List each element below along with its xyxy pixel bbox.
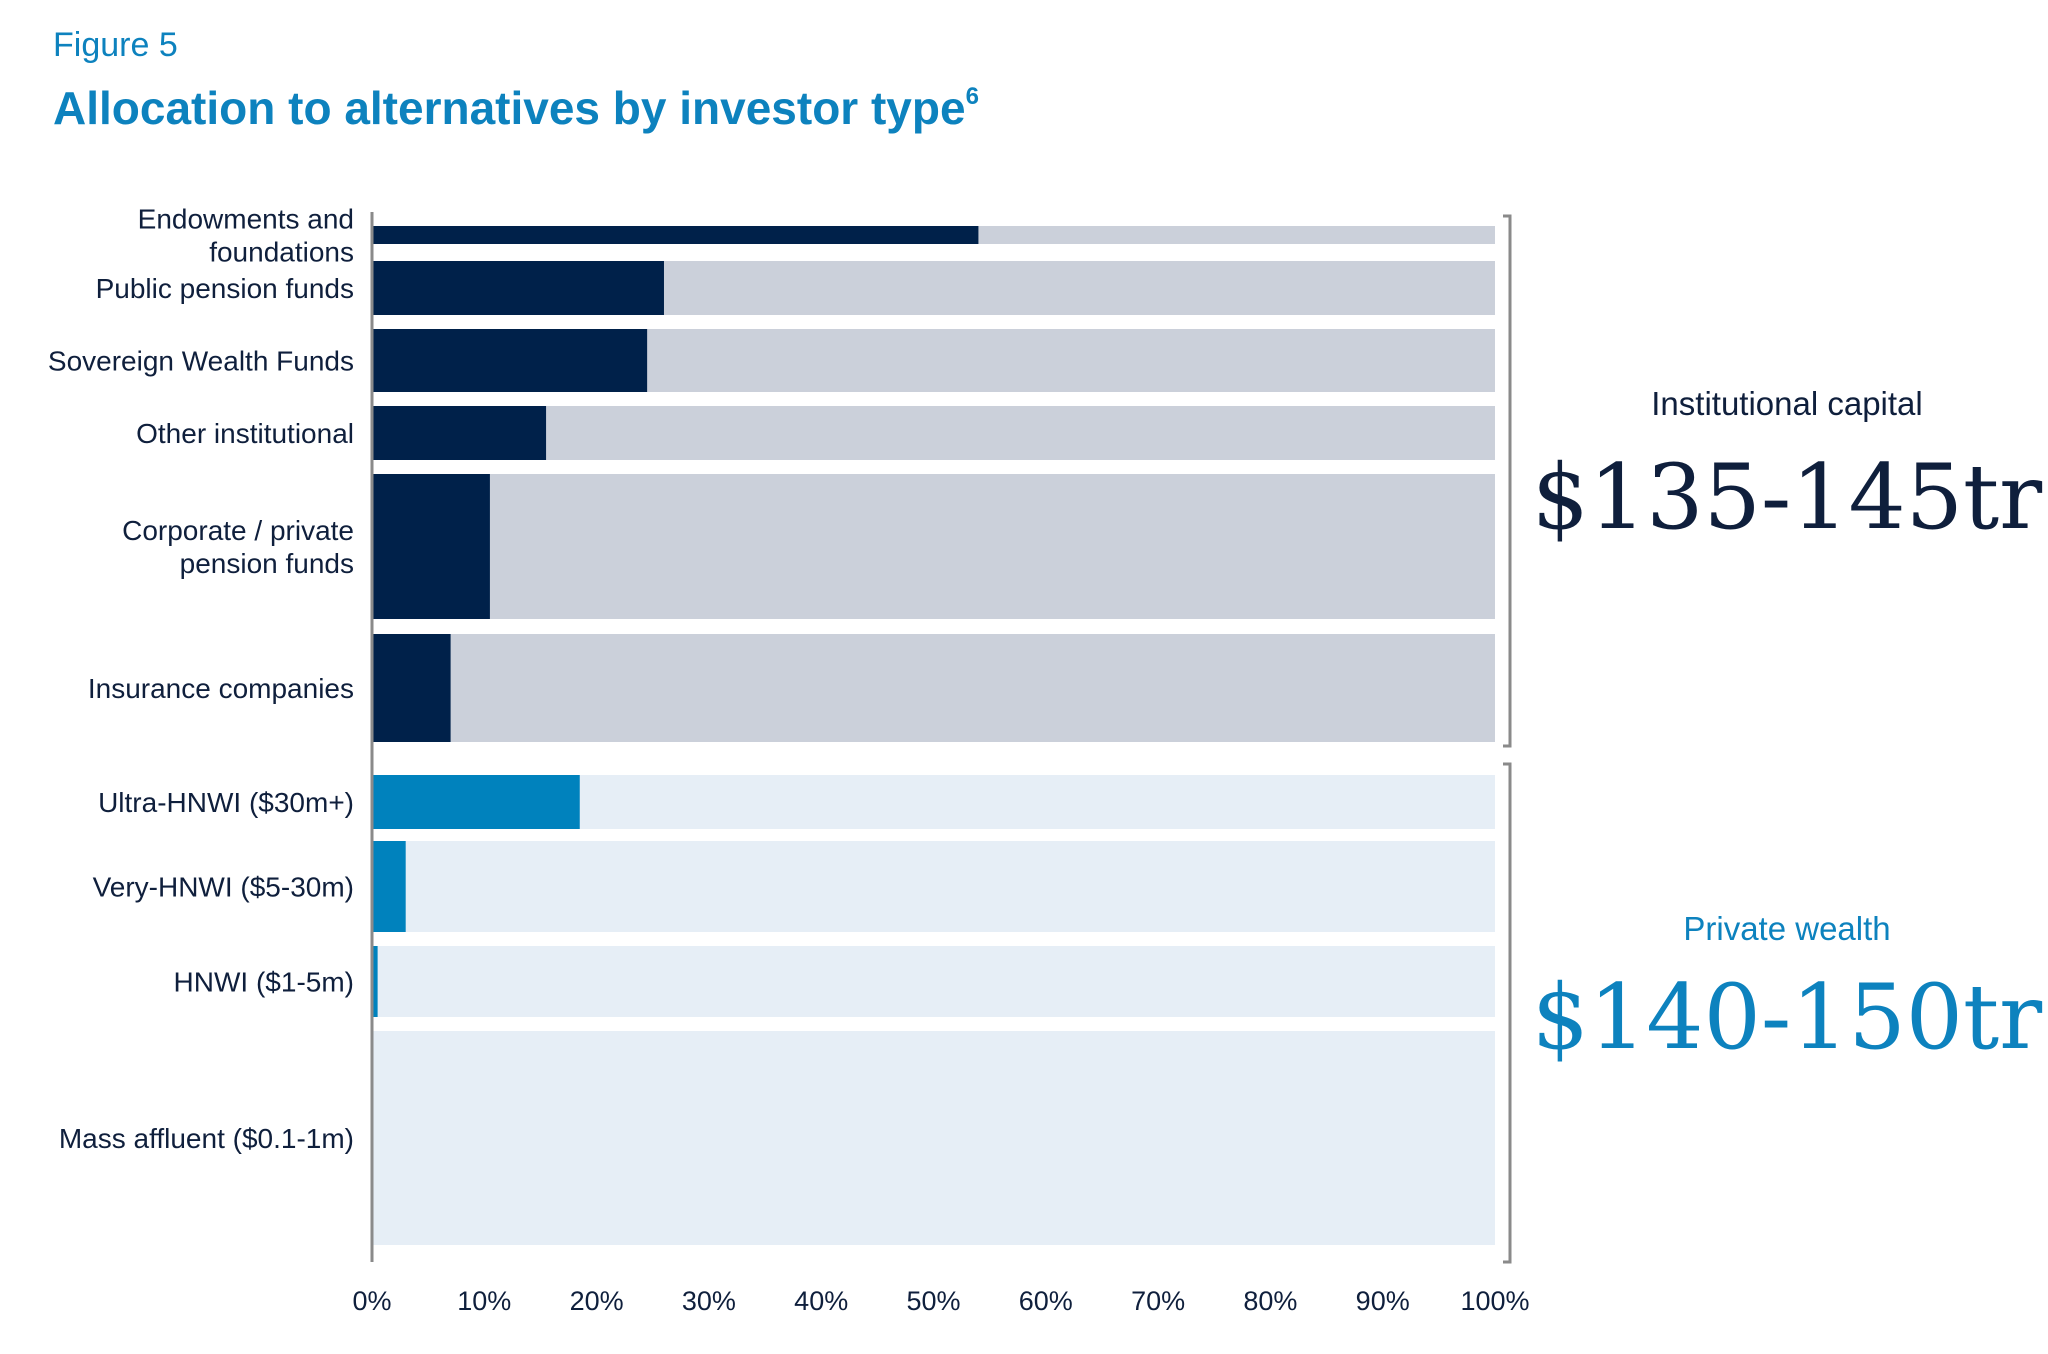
category-label: Other institutional: [136, 418, 354, 449]
category-label: foundations: [209, 237, 354, 268]
bar-background: [372, 1031, 1495, 1245]
x-tick-label: 10%: [457, 1286, 511, 1316]
x-tick-label: 90%: [1356, 1286, 1410, 1316]
group-bracket: [1503, 762, 1512, 1264]
x-tick-label: 80%: [1243, 1286, 1297, 1316]
chart-title-superscript: 6: [966, 83, 979, 110]
bar-alternatives: [372, 634, 451, 742]
category-label: Insurance companies: [88, 673, 354, 704]
group-label: Institutional capital: [1651, 385, 1923, 422]
bars-layer: [372, 226, 1495, 1245]
group-bracket: [1503, 214, 1512, 748]
x-tick-label: 20%: [570, 1286, 624, 1316]
figure-label: Figure 5: [53, 26, 178, 64]
bar-alternatives: [372, 775, 580, 829]
category-label: Public pension funds: [96, 273, 354, 304]
group-label: Private wealth: [1683, 910, 1890, 947]
chart-title-text: Allocation to alternatives by investor t…: [53, 82, 966, 134]
bar-alternatives: [372, 406, 547, 460]
category-label: Ultra-HNWI ($30m+): [98, 787, 354, 818]
bar-alternatives: [372, 226, 979, 244]
x-tick-label: 50%: [906, 1286, 960, 1316]
category-label: HNWI ($1-5m): [174, 967, 354, 998]
chart-title: Allocation to alternatives by investor t…: [53, 82, 979, 134]
bar-alternatives: [372, 474, 490, 619]
category-label: Sovereign Wealth Funds: [48, 346, 354, 377]
x-tick-label: 70%: [1131, 1286, 1185, 1316]
bar-alternatives: [372, 329, 648, 392]
x-tick-label: 60%: [1019, 1286, 1073, 1316]
x-tick-label: 30%: [682, 1286, 736, 1316]
x-tick-label: 0%: [352, 1286, 391, 1316]
group-value: $140-150tr: [1532, 965, 2043, 1070]
bar-alternatives: [372, 841, 406, 932]
x-tick-label: 40%: [794, 1286, 848, 1316]
category-label: Very-HNWI ($5-30m): [93, 872, 354, 903]
bar-background: [372, 841, 1495, 932]
bar-background: [372, 406, 1495, 460]
bar-background: [372, 946, 1495, 1017]
x-axis-ticks: 0% 10% 20% 30% 40% 50% 60% 70% 80% 90% 100%: [352, 1286, 1529, 1316]
bar-background: [372, 474, 1495, 619]
bar-alternatives: [372, 946, 378, 1017]
x-tick-label: 100%: [1460, 1286, 1529, 1316]
category-label: Mass affluent ($0.1-1m): [59, 1123, 354, 1154]
group-value: $135-145tr: [1532, 445, 2043, 550]
category-label: pension funds: [180, 548, 354, 579]
bar-alternatives: [372, 261, 664, 315]
category-label: Endowments and: [138, 204, 354, 235]
group-brackets: [1503, 214, 1512, 1264]
category-label: Corporate / private: [122, 515, 354, 546]
group-annotations: Institutional capital $135-145tr Private w…: [1532, 385, 2043, 1070]
bar-background: [372, 634, 1495, 742]
